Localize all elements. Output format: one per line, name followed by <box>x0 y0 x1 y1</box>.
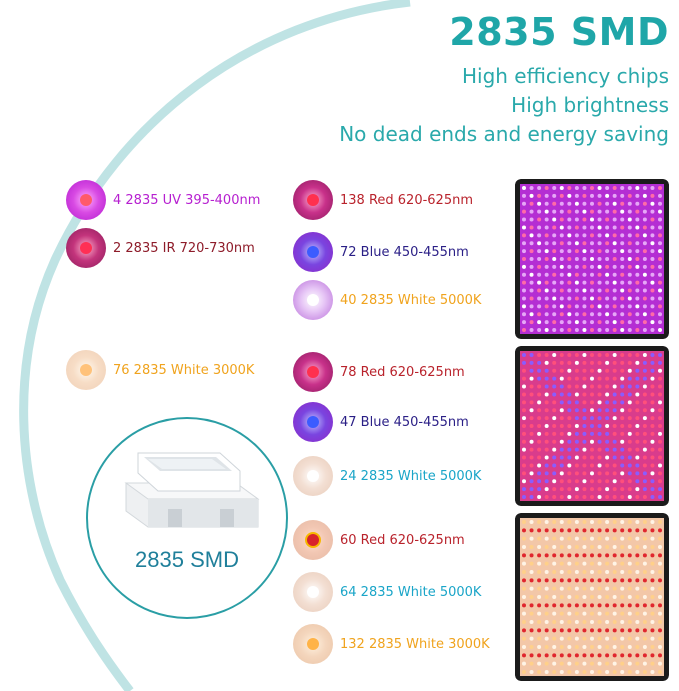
led-label-blue-2: 47 Blue 450-455nm <box>340 414 469 430</box>
grow-light-panel-red-blue <box>515 346 669 506</box>
led-red-1: 138 Red 620-625nm <box>293 180 473 220</box>
feature-line-efficiency: High efficiency chips <box>461 64 669 88</box>
white-5000k-led-icon <box>293 280 333 320</box>
led-blue-2: 47 Blue 450-455nm <box>293 402 469 442</box>
red-led-icon <box>293 520 333 560</box>
led-label-red-2: 78 Red 620-625nm <box>340 364 465 380</box>
white-3000k-led-icon <box>293 624 333 664</box>
led-white5000-1: 40 2835 White 5000K <box>293 280 481 320</box>
led-ir: 2 2835 IR 720-730nm <box>66 228 255 268</box>
led-white5000-2: 24 2835 White 5000K <box>293 456 481 496</box>
led-label-red-1: 138 Red 620-625nm <box>340 192 473 208</box>
grow-light-panel-full-spectrum <box>515 179 669 339</box>
feature-line-brightness: High brightness <box>511 93 669 117</box>
led-red-2: 78 Red 620-625nm <box>293 352 465 392</box>
smd-chip-icon <box>124 452 260 528</box>
page-title: 2835 SMD <box>449 10 669 54</box>
led-red-3: 60 Red 620-625nm <box>293 520 465 560</box>
led-label-white3000-2: 132 2835 White 3000K <box>340 636 490 652</box>
ir-led-icon <box>66 228 106 268</box>
feature-line-energy: No dead ends and energy saving <box>339 122 669 146</box>
led-label-blue-1: 72 Blue 450-455nm <box>340 244 469 260</box>
blue-led-icon <box>293 402 333 442</box>
red-led-icon <box>293 352 333 392</box>
led-label-uv: 4 2835 UV 395-400nm <box>113 192 261 208</box>
led-white3000-1: 76 2835 White 3000K <box>66 350 254 390</box>
led-label-white5000-2: 24 2835 White 5000K <box>340 468 482 484</box>
led-label-ir: 2 2835 IR 720-730nm <box>113 240 255 256</box>
led-label-red-3: 60 Red 620-625nm <box>340 532 465 548</box>
grow-light-panel-white <box>515 513 669 681</box>
smd-chip-badge: 2835 SMD <box>86 417 288 619</box>
led-label-white5000-1: 40 2835 White 5000K <box>340 292 482 308</box>
led-label-white3000-1: 76 2835 White 3000K <box>113 362 255 378</box>
led-uv: 4 2835 UV 395-400nm <box>66 180 260 220</box>
blue-led-icon <box>293 232 333 272</box>
led-label-white5000-3: 64 2835 White 5000K <box>340 584 482 600</box>
led-white3000-2: 132 2835 White 3000K <box>293 624 490 664</box>
white-3000k-led-icon <box>66 350 106 390</box>
white-5000k-led-icon <box>293 572 333 612</box>
led-blue-1: 72 Blue 450-455nm <box>293 232 469 272</box>
chip-caption: 2835 SMD <box>135 547 239 572</box>
red-led-icon <box>293 180 333 220</box>
led-white5000-3: 64 2835 White 5000K <box>293 572 481 612</box>
white-5000k-led-icon <box>293 456 333 496</box>
uv-led-icon <box>66 180 106 220</box>
